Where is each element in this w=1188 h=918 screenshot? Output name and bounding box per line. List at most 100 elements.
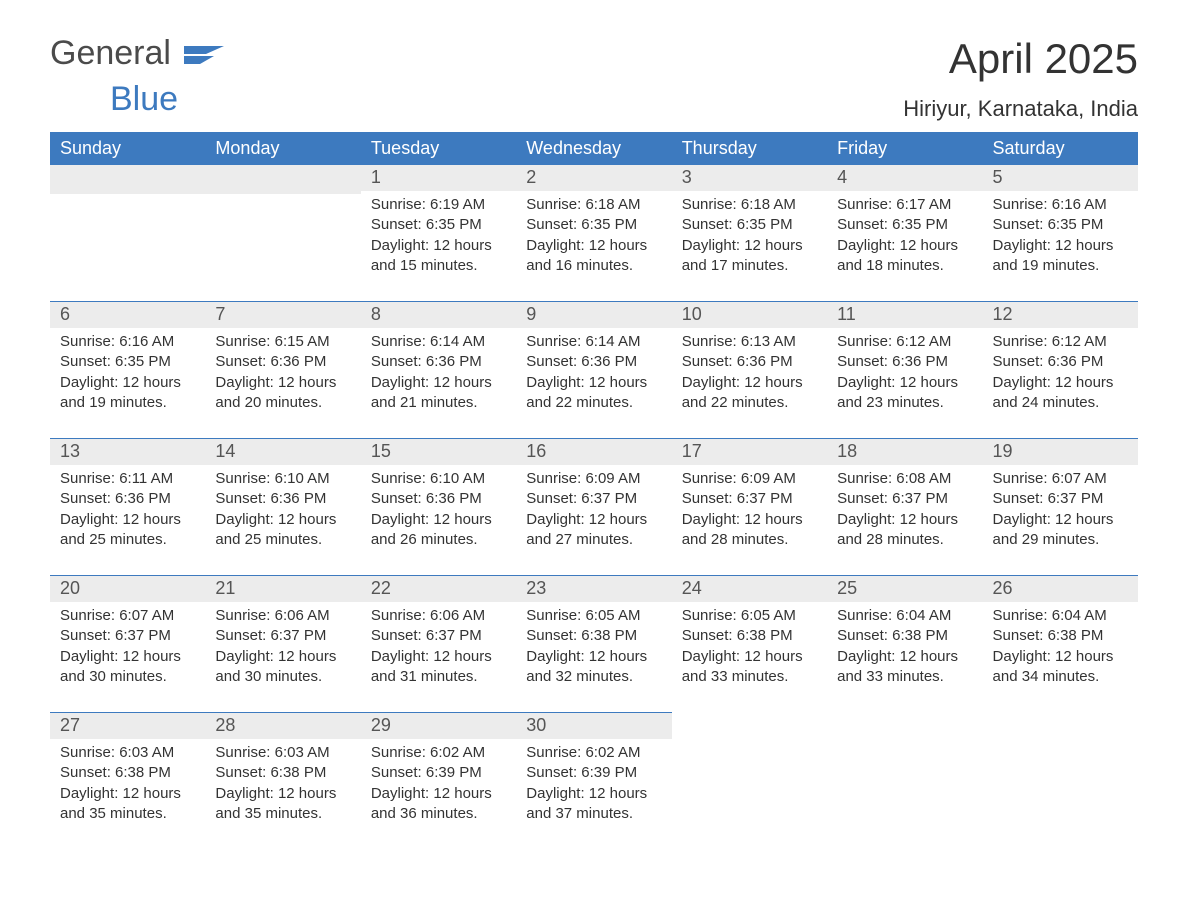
sunset-line: Sunset: 6:38 PM	[526, 626, 661, 646]
brand-logo: General Blue	[50, 36, 224, 116]
day-cell: 12Sunrise: 6:12 AMSunset: 6:36 PMDayligh…	[983, 301, 1138, 438]
calendar-cell: 22Sunrise: 6:06 AMSunset: 6:37 PMDayligh…	[361, 575, 516, 712]
day-number: 14	[205, 439, 360, 465]
day-cell: 30 Sunrise: 6:02 AMSunset: 6:39 PMDayligh…	[516, 712, 671, 849]
day-details: Sunrise: 6:19 AMSunset: 6:35 PMDaylight:…	[361, 191, 516, 276]
day-number: 11	[827, 302, 982, 328]
day-cell: 15Sunrise: 6:10 AMSunset: 6:36 PMDayligh…	[361, 438, 516, 575]
sunrise-line: Sunrise: 6:17 AM	[837, 195, 972, 215]
brand-word-1: General	[50, 34, 171, 72]
calendar-cell: 23Sunrise: 6:05 AMSunset: 6:38 PMDayligh…	[516, 575, 671, 712]
day-cell: 9Sunrise: 6:14 AMSunset: 6:36 PMDaylight…	[516, 301, 671, 438]
day-cell: 13Sunrise: 6:11 AMSunset: 6:36 PMDayligh…	[50, 438, 205, 575]
daylight-line: Daylight: 12 hours and 32 minutes.	[526, 647, 661, 688]
sunrise-line: Sunrise: 6:05 AM	[526, 606, 661, 626]
sunrise-line: Sunrise: 6:19 AM	[371, 195, 506, 215]
day-cell: 5Sunrise: 6:16 AMSunset: 6:35 PMDaylight…	[983, 165, 1138, 301]
daylight-line: Daylight: 12 hours and 19 minutes.	[60, 373, 195, 414]
sunrise-line: Sunrise: 6:06 AM	[371, 606, 506, 626]
day-details: Sunrise: 6:05 AMSunset: 6:38 PMDaylight:…	[672, 602, 827, 687]
sunrise-line: Sunrise: 6:04 AM	[993, 606, 1128, 626]
calendar-cell	[827, 712, 982, 849]
day-details: Sunrise: 6:15 AMSunset: 6:36 PMDaylight:…	[205, 328, 360, 413]
sunset-line: Sunset: 6:36 PM	[526, 352, 661, 372]
day-details: Sunrise: 6:18 AMSunset: 6:35 PMDaylight:…	[672, 191, 827, 276]
day-number: 19	[983, 439, 1138, 465]
day-header: Tuesday	[361, 132, 516, 165]
day-number-empty	[983, 712, 1138, 741]
day-cell: 17Sunrise: 6:09 AMSunset: 6:37 PMDayligh…	[672, 438, 827, 575]
daylight-line: Daylight: 12 hours and 30 minutes.	[215, 647, 350, 688]
day-number: 9	[516, 302, 671, 328]
day-cell: 7Sunrise: 6:15 AMSunset: 6:36 PMDaylight…	[205, 301, 360, 438]
brand-word-2: Blue	[110, 82, 224, 116]
daylight-line: Daylight: 12 hours and 29 minutes.	[993, 510, 1128, 551]
daylight-line: Daylight: 12 hours and 20 minutes.	[215, 373, 350, 414]
daylight-line: Daylight: 12 hours and 37 minutes.	[526, 784, 661, 825]
title-block: April 2025 Hiriyur, Karnataka, India	[903, 36, 1138, 122]
calendar-cell: 3Sunrise: 6:18 AMSunset: 6:35 PMDaylight…	[672, 165, 827, 301]
daylight-line: Daylight: 12 hours and 36 minutes.	[371, 784, 506, 825]
day-number-empty	[50, 165, 205, 194]
sunset-line: Sunset: 6:39 PM	[526, 763, 661, 783]
sunset-line: Sunset: 6:36 PM	[837, 352, 972, 372]
calendar-cell: 17Sunrise: 6:09 AMSunset: 6:37 PMDayligh…	[672, 438, 827, 575]
day-cell: 19Sunrise: 6:07 AMSunset: 6:37 PMDayligh…	[983, 438, 1138, 575]
calendar-cell: 13Sunrise: 6:11 AMSunset: 6:36 PMDayligh…	[50, 438, 205, 575]
daylight-line: Daylight: 12 hours and 25 minutes.	[215, 510, 350, 551]
sunrise-line: Sunrise: 6:10 AM	[215, 469, 350, 489]
day-details: Sunrise: 6:17 AMSunset: 6:35 PMDaylight:…	[827, 191, 982, 276]
day-details: Sunrise: 6:13 AMSunset: 6:36 PMDaylight:…	[672, 328, 827, 413]
day-details: Sunrise: 6:05 AMSunset: 6:38 PMDaylight:…	[516, 602, 671, 687]
top-bar: General Blue April 2025 Hiriyur, Karnata…	[50, 36, 1138, 122]
calendar-cell: 2Sunrise: 6:18 AMSunset: 6:35 PMDaylight…	[516, 165, 671, 301]
calendar-cell: 9Sunrise: 6:14 AMSunset: 6:36 PMDaylight…	[516, 301, 671, 438]
day-details: Sunrise: 6:12 AMSunset: 6:36 PMDaylight:…	[983, 328, 1138, 413]
daylight-line: Daylight: 12 hours and 18 minutes.	[837, 236, 972, 277]
day-details: Sunrise: 6:09 AMSunset: 6:37 PMDaylight:…	[516, 465, 671, 550]
calendar-cell: 19Sunrise: 6:07 AMSunset: 6:37 PMDayligh…	[983, 438, 1138, 575]
day-number: 30	[516, 713, 671, 739]
calendar-cell: 16Sunrise: 6:09 AMSunset: 6:37 PMDayligh…	[516, 438, 671, 575]
calendar-cell: 25Sunrise: 6:04 AMSunset: 6:38 PMDayligh…	[827, 575, 982, 712]
day-number: 25	[827, 576, 982, 602]
calendar-cell	[672, 712, 827, 849]
daylight-line: Daylight: 12 hours and 33 minutes.	[837, 647, 972, 688]
day-details: Sunrise: 6:07 AMSunset: 6:37 PMDaylight:…	[50, 602, 205, 687]
sunrise-line: Sunrise: 6:03 AM	[215, 743, 350, 763]
calendar-cell: 24Sunrise: 6:05 AMSunset: 6:38 PMDayligh…	[672, 575, 827, 712]
day-cell: 24Sunrise: 6:05 AMSunset: 6:38 PMDayligh…	[672, 575, 827, 712]
daylight-line: Daylight: 12 hours and 21 minutes.	[371, 373, 506, 414]
day-details: Sunrise: 6:09 AMSunset: 6:37 PMDaylight:…	[672, 465, 827, 550]
day-number: 24	[672, 576, 827, 602]
sunset-line: Sunset: 6:36 PM	[993, 352, 1128, 372]
day-details: Sunrise: 6:07 AMSunset: 6:37 PMDaylight:…	[983, 465, 1138, 550]
day-header: Sunday	[50, 132, 205, 165]
day-number: 23	[516, 576, 671, 602]
day-details: Sunrise: 6:16 AMSunset: 6:35 PMDaylight:…	[983, 191, 1138, 276]
sunrise-line: Sunrise: 6:15 AM	[215, 332, 350, 352]
calendar-cell: 8Sunrise: 6:14 AMSunset: 6:36 PMDaylight…	[361, 301, 516, 438]
sunrise-line: Sunrise: 6:13 AM	[682, 332, 817, 352]
daylight-line: Daylight: 12 hours and 24 minutes.	[993, 373, 1128, 414]
calendar-cell: 15Sunrise: 6:10 AMSunset: 6:36 PMDayligh…	[361, 438, 516, 575]
day-details: Sunrise: 6:06 AMSunset: 6:37 PMDaylight:…	[361, 602, 516, 687]
sunrise-line: Sunrise: 6:03 AM	[60, 743, 195, 763]
day-details: Sunrise: 6:04 AMSunset: 6:38 PMDaylight:…	[983, 602, 1138, 687]
day-details: Sunrise: 6:03 AMSunset: 6:38 PMDaylight:…	[50, 739, 205, 824]
sunset-line: Sunset: 6:36 PM	[215, 352, 350, 372]
daylight-line: Daylight: 12 hours and 31 minutes.	[371, 647, 506, 688]
day-details: Sunrise: 6:10 AMSunset: 6:36 PMDaylight:…	[205, 465, 360, 550]
sunset-line: Sunset: 6:39 PM	[371, 763, 506, 783]
day-details: Sunrise: 6:14 AMSunset: 6:36 PMDaylight:…	[516, 328, 671, 413]
day-cell: 27Sunrise: 6:03 AMSunset: 6:38 PMDayligh…	[50, 712, 205, 849]
day-cell: 20Sunrise: 6:07 AMSunset: 6:37 PMDayligh…	[50, 575, 205, 712]
sunset-line: Sunset: 6:37 PM	[993, 489, 1128, 509]
sunset-line: Sunset: 6:35 PM	[371, 215, 506, 235]
sunrise-line: Sunrise: 6:02 AM	[526, 743, 661, 763]
day-details: Sunrise: 6:08 AMSunset: 6:37 PMDaylight:…	[827, 465, 982, 550]
sunrise-line: Sunrise: 6:10 AM	[371, 469, 506, 489]
day-cell: 25Sunrise: 6:04 AMSunset: 6:38 PMDayligh…	[827, 575, 982, 712]
day-cell: 14Sunrise: 6:10 AMSunset: 6:36 PMDayligh…	[205, 438, 360, 575]
day-details: Sunrise: 6:06 AMSunset: 6:37 PMDaylight:…	[205, 602, 360, 687]
